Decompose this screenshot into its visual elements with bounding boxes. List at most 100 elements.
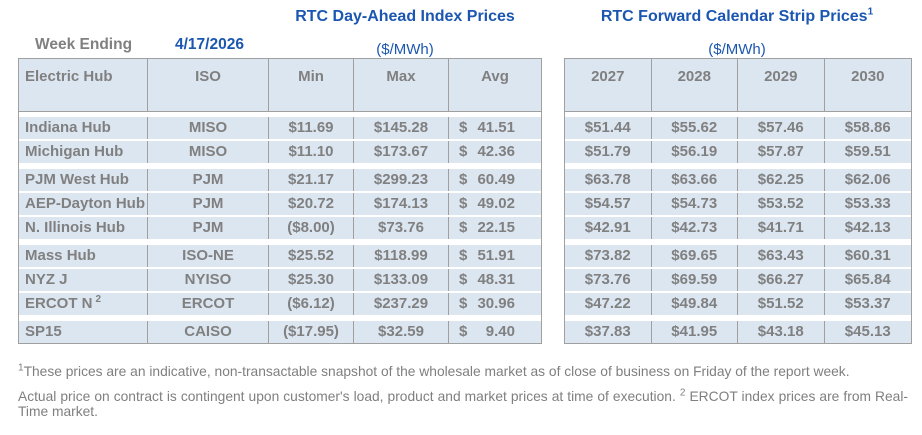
forward-strip-unit-label: ($/MWh) [708, 41, 766, 58]
max-cell: $173.67 [354, 141, 449, 163]
strip-price-cell-2028: $41.95 [651, 321, 738, 343]
hub-cell: SP15 [19, 321, 148, 343]
hub-footnote-marker: 2 [95, 294, 102, 305]
forward-strip-table: 2027 2028 2029 2030 $51.44 $55.62 $57.46 $5… [564, 58, 912, 344]
strip-price-cell-2029: $66.27 [738, 269, 825, 291]
strip-price-cell-2027: $73.82 [565, 245, 652, 267]
forward-strip-row: $51.44 $55.62 $57.46 $58.86 [565, 117, 911, 139]
strip-price-cell-2027: $42.91 [565, 217, 652, 239]
avg-currency-symbol: $ [459, 247, 468, 264]
iso-cell: NYISO [148, 269, 269, 291]
avg-currency-symbol: $ [459, 323, 468, 340]
avg-value: 42.36 [477, 143, 515, 160]
avg-cell: $42.36 [449, 141, 541, 163]
footnote-2-text-b: ERCOT index prices are from Real-Time ma… [18, 388, 908, 420]
strip-price-cell-2028: $56.19 [651, 141, 738, 163]
column-header-max: Max [354, 59, 449, 111]
strip-price-cell-2030: $62.06 [824, 169, 911, 191]
iso-cell: ISO-NE [148, 245, 269, 267]
avg-value: 49.02 [477, 195, 515, 212]
strip-price-cell-2029: $57.87 [738, 141, 825, 163]
iso-cell: PJM [148, 193, 269, 215]
strip-price-cell-2027: $51.79 [565, 141, 652, 163]
min-cell: $21.17 [269, 169, 354, 191]
day-ahead-row: SP15 CAISO ($17.95) $32.59 $9.40 [19, 321, 541, 343]
forward-strip-header-row: 2027 2028 2029 2030 [565, 59, 911, 112]
avg-currency-symbol: $ [459, 271, 468, 288]
column-header-2027: 2027 [565, 59, 652, 111]
forward-strip-title-footnote-marker: 1 [867, 6, 874, 18]
strip-price-cell-2029: $53.52 [738, 193, 825, 215]
avg-currency-symbol: $ [459, 295, 468, 312]
min-cell: ($17.95) [269, 321, 354, 343]
strip-price-cell-2030: $53.33 [824, 193, 911, 215]
iso-cell: MISO [148, 141, 269, 163]
max-cell: $73.76 [354, 217, 449, 239]
avg-value: 60.49 [477, 171, 515, 188]
column-header-avg: Avg [449, 59, 541, 111]
column-header-2030: 2030 [824, 59, 911, 111]
forward-strip-row: $73.82 $69.65 $63.43 $60.31 [565, 245, 911, 267]
forward-strip-table-body: $51.44 $55.62 $57.46 $58.86 $51.79 $56.19 $57.… [565, 117, 911, 343]
avg-cell: $41.51 [449, 117, 541, 139]
column-header-min: Min [269, 59, 354, 111]
strip-price-cell-2028: $69.59 [651, 269, 738, 291]
day-ahead-table-body: Indiana Hub MISO $11.69 $145.28 $41.51 Michig… [19, 117, 541, 343]
iso-cell: PJM [148, 217, 269, 239]
hub-cell: Indiana Hub [19, 117, 148, 139]
avg-cell: $22.15 [449, 217, 541, 239]
footnote-1-text: These prices are an indicative, non-tran… [23, 364, 850, 379]
strip-price-cell-2028: $63.66 [651, 169, 738, 191]
day-ahead-title: RTC Day-Ahead Index Prices [268, 8, 542, 26]
hub-cell: Michigan Hub [19, 141, 148, 163]
iso-cell: CAISO [148, 321, 269, 343]
min-cell: ($6.12) [269, 293, 354, 315]
forward-strip-title-text: RTC Forward Calendar Strip Prices [600, 8, 868, 25]
forward-strip-row: $51.79 $56.19 $57.87 $59.51 [565, 141, 911, 163]
forward-strip-title: RTC Forward Calendar Strip Prices1 [564, 6, 910, 26]
forward-strip-row: $42.91 $42.73 $41.71 $42.13 [565, 217, 911, 239]
iso-cell: PJM [148, 169, 269, 191]
strip-price-cell-2030: $45.13 [824, 321, 911, 343]
avg-cell: $49.02 [449, 193, 541, 215]
strip-price-cell-2029: $43.18 [738, 321, 825, 343]
max-cell: $299.23 [354, 169, 449, 191]
max-cell: $237.29 [354, 293, 449, 315]
strip-price-cell-2028: $54.73 [651, 193, 738, 215]
footnotes: 1These prices are an indicative, non-tra… [18, 362, 908, 429]
strip-price-cell-2029: $57.46 [738, 117, 825, 139]
strip-price-cell-2029: $63.43 [738, 245, 825, 267]
hub-cell: AEP-Dayton Hub [19, 193, 148, 215]
column-header-2028: 2028 [651, 59, 738, 111]
strip-price-cell-2030: $58.86 [824, 117, 911, 139]
day-ahead-row: Mass Hub ISO-NE $25.52 $118.99 $51.91 [19, 245, 541, 267]
max-cell: $145.28 [354, 117, 449, 139]
avg-value: 51.91 [477, 247, 515, 264]
day-ahead-title-text: RTC Day-Ahead Index Prices [295, 8, 515, 25]
strip-price-cell-2030: $65.84 [824, 269, 911, 291]
week-ending-date: 4/17/2026 [175, 36, 244, 53]
day-ahead-row: Michigan Hub MISO $11.10 $173.67 $42.36 [19, 141, 541, 163]
iso-cell: ERCOT [148, 293, 269, 315]
day-ahead-row: NYZ J NYISO $25.30 $133.09 $48.31 [19, 269, 541, 291]
forward-strip-row: $47.22 $49.84 $51.52 $53.37 [565, 293, 911, 315]
day-ahead-row: N. Illinois Hub PJM ($8.00) $73.76 $22.15 [19, 217, 541, 239]
hub-cell: Mass Hub [19, 245, 148, 267]
day-ahead-row: PJM West Hub PJM $21.17 $299.23 $60.49 [19, 169, 541, 191]
forward-strip-row: $63.78 $63.66 $62.25 $62.06 [565, 169, 911, 191]
min-cell: ($8.00) [269, 217, 354, 239]
min-cell: $20.72 [269, 193, 354, 215]
forward-strip-row: $37.83 $41.95 $43.18 $45.13 [565, 321, 911, 343]
max-cell: $32.59 [354, 321, 449, 343]
strip-price-cell-2027: $54.57 [565, 193, 652, 215]
forward-strip-row: $54.57 $54.73 $53.52 $53.33 [565, 193, 911, 215]
avg-cell: $9.40 [449, 321, 541, 343]
strip-price-cell-2028: $55.62 [651, 117, 738, 139]
min-cell: $11.10 [269, 141, 354, 163]
footnote-1: 1These prices are an indicative, non-tra… [18, 362, 908, 380]
day-ahead-row: AEP-Dayton Hub PJM $20.72 $174.13 $49.02 [19, 193, 541, 215]
avg-value: 22.15 [477, 219, 515, 236]
footnote-1-marker: 1 [18, 362, 24, 374]
